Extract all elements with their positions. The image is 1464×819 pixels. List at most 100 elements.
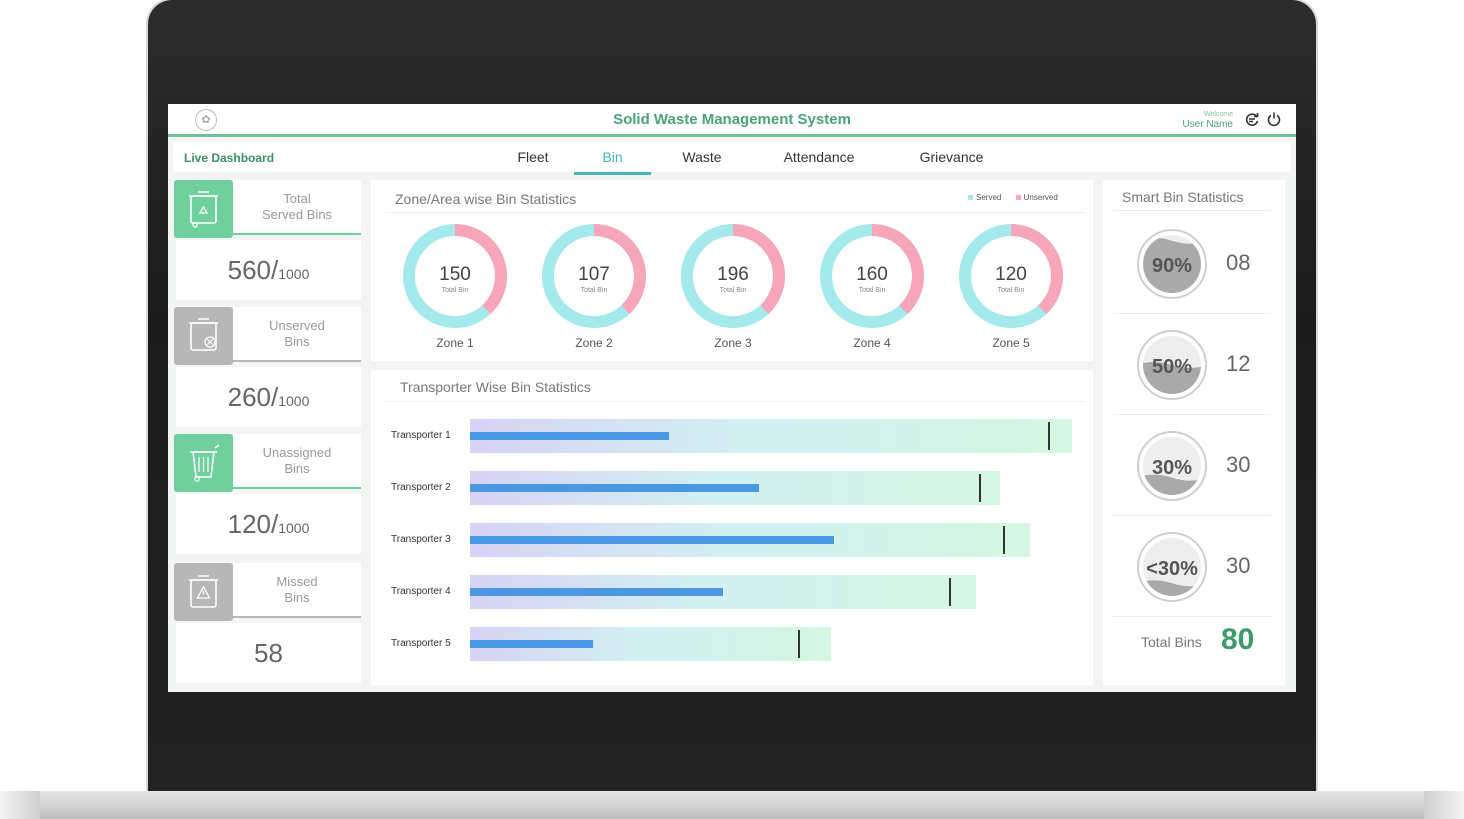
transporter-label: Transporter 2	[391, 482, 451, 493]
smart-bin-row[interactable]: <30% 30	[1108, 516, 1272, 616]
stat-card-unassigned[interactable]: Unassigned Bins 120/1000	[174, 434, 361, 556]
zone-label: Zone 1	[436, 336, 474, 350]
gauge-label: <30%	[1146, 558, 1198, 580]
legend-served: Served	[968, 193, 1001, 202]
welcome-text: Welcome	[1203, 111, 1233, 118]
transporter-served-bar[interactable]	[470, 588, 723, 596]
user-welcome: Welcome User Name	[1182, 110, 1233, 130]
total-bins-label: Total Bins	[1141, 634, 1202, 650]
smart-bin-row[interactable]: 30% 30	[1108, 415, 1272, 515]
donut-total-label: Total Bin	[442, 287, 469, 294]
zone-label: Zone 3	[714, 336, 752, 350]
nav-bar: Live Dashboard Fleet Bin Waste Attendanc…	[173, 142, 1291, 175]
zone-stats-card	[371, 180, 1093, 361]
donut-total-label: Total Bin	[581, 287, 608, 294]
transporter-served-bar[interactable]	[470, 640, 594, 648]
donut-total-label: Total Bin	[720, 287, 747, 294]
gauge-fill-wave	[1143, 474, 1201, 495]
smart-bin-title: Smart Bin Statistics	[1122, 189, 1244, 205]
gauge-fill-wave	[1143, 237, 1201, 293]
donut-unserved-arc	[959, 224, 1063, 328]
recycle-bin-icon	[174, 180, 233, 238]
stat-label: Unassigned Bins	[233, 434, 361, 489]
transporter-label: Transporter 4	[391, 586, 451, 597]
tab-waste[interactable]: Waste	[682, 149, 722, 165]
donut-unserved-arc	[542, 224, 646, 328]
tab-grievance[interactable]: Grievance	[919, 149, 984, 165]
row-divider	[1113, 414, 1271, 415]
donut-total-label: Total Bin	[998, 287, 1025, 294]
zone-label: Zone 5	[992, 336, 1030, 350]
zone-donut[interactable]: 160 Total Bin	[818, 222, 926, 330]
transporter-target-marker	[1047, 422, 1050, 450]
transporter-served-bar[interactable]	[470, 432, 669, 440]
refresh-icon[interactable]	[1244, 111, 1260, 127]
zone-label: Zone 2	[575, 336, 613, 350]
app-title: Solid Waste Management System	[613, 111, 851, 128]
transporter-served-bar[interactable]	[470, 536, 835, 544]
top-bar: ✿ Solid Waste Management System Welcome …	[168, 104, 1296, 137]
dashboard-screen: ✿ Solid Waste Management System Welcome …	[168, 104, 1296, 692]
row-divider	[1113, 313, 1271, 314]
stat-label: Unserved Bins	[233, 307, 361, 362]
stat-card-unserved[interactable]: Unserved Bins 260/1000	[174, 307, 361, 429]
tab-bin[interactable]: Bin	[574, 149, 651, 175]
laptop-base	[0, 791, 1464, 819]
zone-donut[interactable]: 196 Total Bin	[679, 222, 787, 330]
stat-card-total-served[interactable]: Total Served Bins 560/1000	[174, 180, 361, 302]
fill-level-gauge: 50%	[1137, 330, 1207, 400]
smart-bin-count: 12	[1226, 351, 1251, 376]
transporter-label: Transporter 3	[391, 534, 451, 545]
transporter-target-marker	[948, 578, 951, 606]
chart-legend: Served Unserved	[968, 193, 1058, 202]
smart-bin-row[interactable]: 90% 08	[1108, 213, 1272, 313]
stat-value: 260/1000	[176, 367, 361, 427]
donut-total-value: 120	[995, 264, 1027, 285]
row-divider	[1113, 515, 1271, 516]
stat-label: Total Served Bins	[233, 180, 361, 235]
power-icon[interactable]	[1266, 111, 1282, 127]
transporter-served-bar[interactable]	[470, 484, 759, 492]
transporter-label: Transporter 1	[391, 430, 451, 441]
donut-unserved-arc	[681, 224, 785, 328]
row-divider	[1113, 616, 1271, 617]
transporter-label: Transporter 5	[391, 638, 451, 649]
stat-value: 560/1000	[176, 240, 361, 300]
unserved-bin-icon	[174, 307, 233, 365]
zone-label: Zone 4	[853, 336, 891, 350]
smart-bin-count: 30	[1226, 452, 1251, 477]
donut-total-value: 107	[578, 264, 610, 285]
donut-unserved-arc	[820, 224, 924, 328]
donut-total-value: 150	[439, 264, 471, 285]
tab-fleet[interactable]: Fleet	[517, 149, 549, 165]
zone-section-title: Zone/Area wise Bin Statistics	[395, 191, 577, 207]
warning-bin-icon	[174, 563, 233, 621]
transporter-target-marker	[978, 474, 981, 502]
fill-level-gauge: <30%	[1137, 532, 1207, 602]
tab-attendance[interactable]: Attendance	[783, 149, 855, 165]
zone-donut[interactable]: 150 Total Bin	[401, 222, 509, 330]
donut-total-value: 196	[717, 264, 749, 285]
breadcrumb[interactable]: Live Dashboard	[184, 151, 275, 165]
emblem-logo: ✿	[195, 109, 217, 131]
stat-label: Missed Bins	[233, 563, 361, 618]
stat-card-missed[interactable]: Missed Bins 58	[174, 563, 361, 685]
legend-unserved: Unserved	[1015, 193, 1058, 202]
transporter-target-marker	[1002, 526, 1005, 554]
fill-level-gauge: 90%	[1137, 229, 1207, 299]
smart-bin-row[interactable]: 50% 12	[1108, 314, 1272, 414]
zone-donut[interactable]: 107 Total Bin	[540, 222, 648, 330]
stat-value: 58	[176, 623, 361, 683]
user-name[interactable]: User Name	[1182, 119, 1233, 130]
total-bins-value: 80	[1221, 623, 1255, 656]
smart-bin-count: 30	[1226, 553, 1251, 578]
gauge-label: 30%	[1152, 457, 1192, 479]
wheelie-bin-icon	[174, 434, 233, 492]
gauge-label: 90%	[1152, 255, 1192, 277]
stat-value: 120/1000	[176, 494, 361, 554]
zone-donut[interactable]: 120 Total Bin	[957, 222, 1065, 330]
gauge-label: 50%	[1152, 356, 1192, 378]
transporter-section-title: Transporter Wise Bin Statistics	[400, 379, 591, 395]
transporter-target-marker	[798, 630, 801, 658]
donut-total-label: Total Bin	[859, 287, 886, 294]
